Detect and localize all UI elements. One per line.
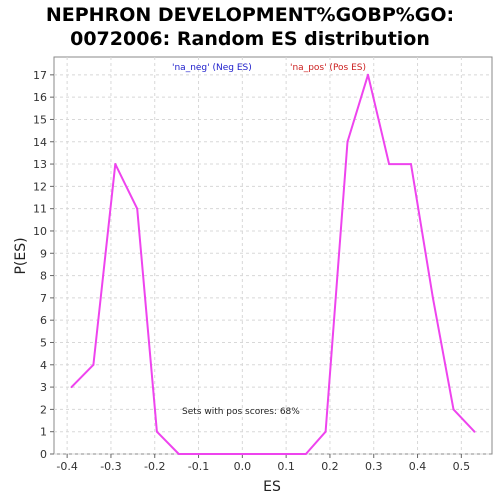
data-point — [114, 163, 116, 165]
y-tick-label: 1 — [40, 426, 47, 439]
data-point — [367, 74, 369, 76]
data-point — [346, 141, 348, 143]
x-axis-ticks: -0.4 -0.3 -0.2 -0.1 0.0 0.1 0.2 0.3 0.4 0.5 — [56, 454, 470, 473]
y-tick-label: 5 — [40, 336, 47, 349]
y-tick-label: 12 — [33, 180, 47, 193]
data-point — [432, 297, 434, 299]
data-point — [178, 453, 180, 455]
data-point — [136, 208, 138, 210]
data-point — [452, 408, 454, 410]
legend-pos-es: 'na_pos' (Pos ES) — [290, 63, 366, 73]
data-point — [198, 453, 200, 455]
y-tick-label: 8 — [40, 270, 47, 283]
x-tick-label: 0.4 — [409, 460, 427, 473]
y-tick-label: 4 — [40, 359, 47, 372]
data-point — [92, 364, 94, 366]
y-tick-label: 6 — [40, 314, 47, 327]
y-tick-label: 16 — [33, 91, 47, 104]
x-tick-label: 0.1 — [277, 460, 295, 473]
x-tick-label: -0.4 — [56, 460, 77, 473]
y-tick-label: 2 — [40, 403, 47, 416]
y-tick-label: 10 — [33, 225, 47, 238]
data-point — [410, 163, 412, 165]
data-point — [388, 163, 390, 165]
x-tick-label: -0.2 — [144, 460, 165, 473]
data-point — [305, 453, 307, 455]
x-tick-label: 0.3 — [365, 460, 383, 473]
y-tick-label: 17 — [33, 69, 47, 82]
y-tick-label: 9 — [40, 247, 47, 260]
y-tick-label: 7 — [40, 292, 47, 305]
data-point — [241, 453, 243, 455]
x-axis-label: ES — [263, 479, 281, 495]
y-tick-label: 0 — [40, 448, 47, 461]
y-tick-label: 14 — [33, 136, 47, 149]
data-point — [156, 431, 158, 433]
data-point — [71, 386, 73, 388]
x-tick-label: -0.1 — [188, 460, 209, 473]
y-axis-label: P(ES) — [13, 237, 29, 274]
legend-neg-es: 'na_neg' (Neg ES) — [172, 63, 252, 73]
y-tick-label: 15 — [33, 113, 47, 126]
x-tick-label: -0.3 — [100, 460, 121, 473]
x-tick-label: 0.0 — [234, 460, 252, 473]
data-point — [325, 431, 327, 433]
y-tick-label: 13 — [33, 158, 47, 171]
y-tick-label: 11 — [33, 203, 47, 216]
x-tick-label: 0.2 — [321, 460, 339, 473]
data-point — [473, 431, 475, 433]
x-tick-label: 0.5 — [453, 460, 471, 473]
y-tick-label: 3 — [40, 381, 47, 394]
data-point — [285, 453, 287, 455]
pos-scores-annotation: Sets with pos scores: 68% — [182, 407, 300, 417]
